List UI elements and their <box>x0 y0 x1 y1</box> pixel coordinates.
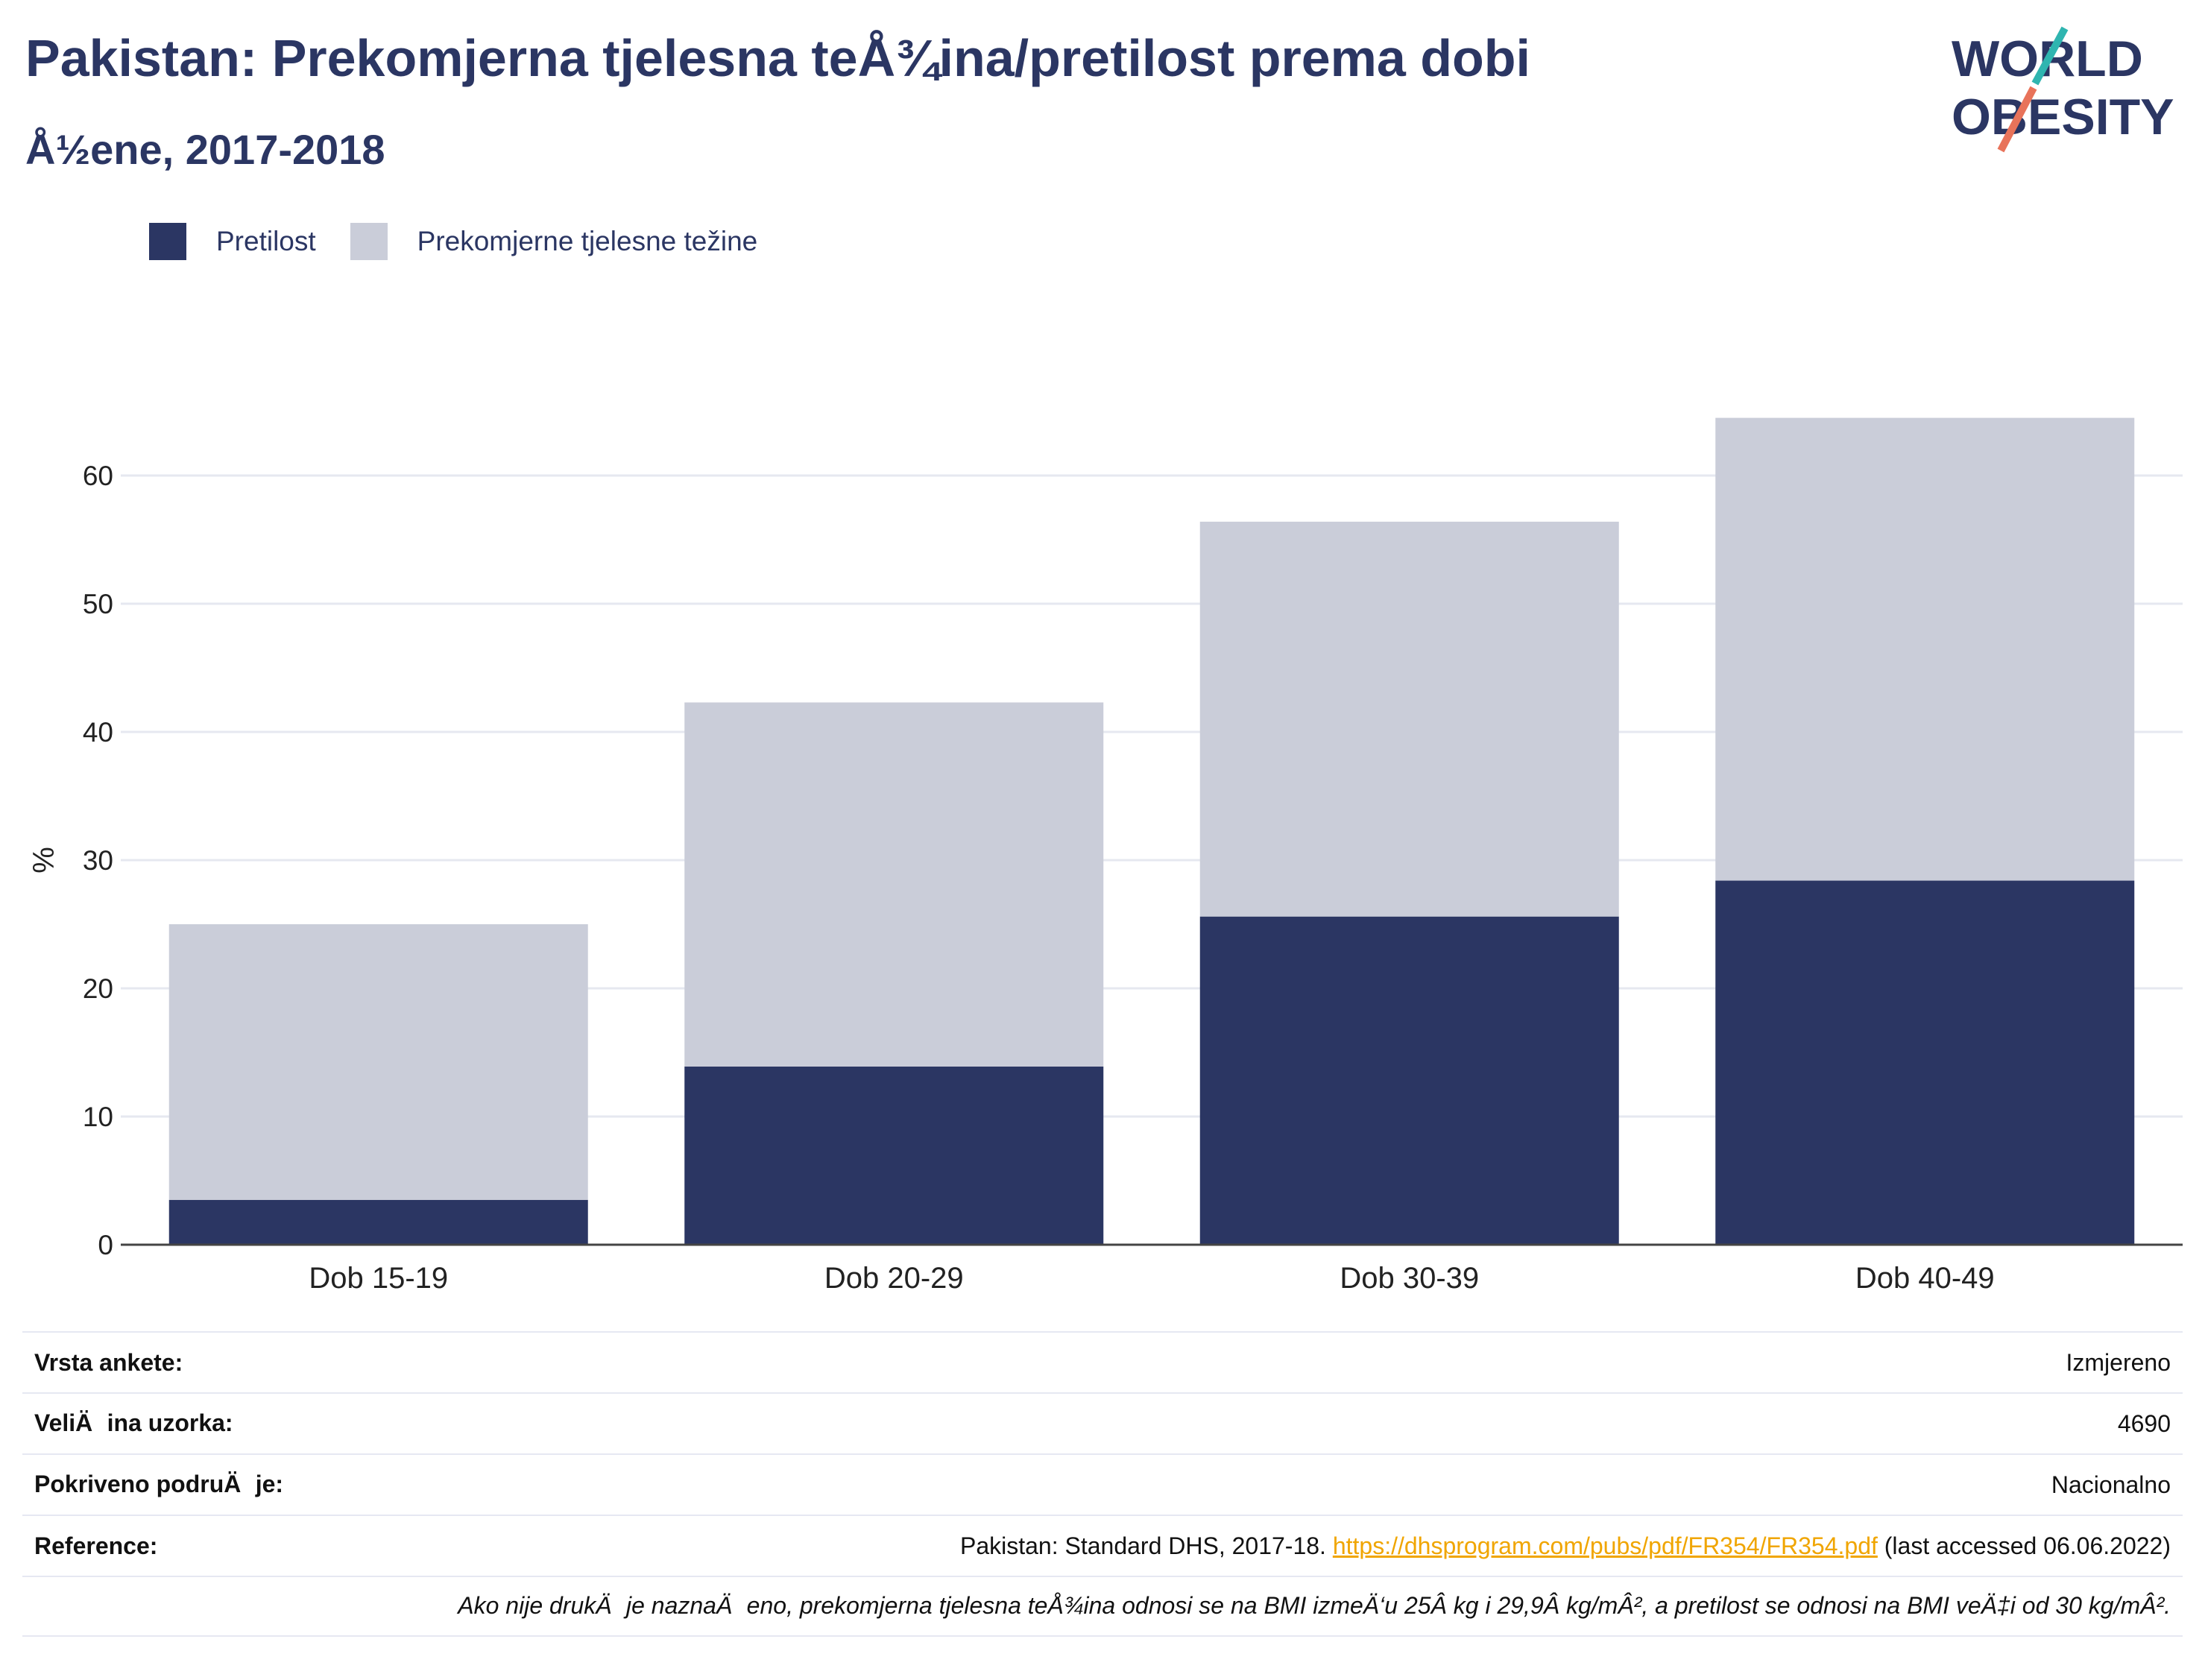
info-row-survey-type: Vrsta ankete: Izmjereno <box>22 1331 2183 1392</box>
x-tick-label: Dob 40-49 <box>1855 1262 1995 1295</box>
legend-item-overweight[interactable]: Prekomjerne tjelesne težine <box>350 223 758 260</box>
x-tick-label: Dob 15-19 <box>309 1262 448 1295</box>
info-row-coverage: Pokriveno podruÄje: Nacionalno <box>22 1453 2183 1515</box>
logo-slash-coral <box>1997 86 2037 153</box>
y-axis-title: % <box>28 847 60 874</box>
info-row-sample-size: VeliÄina uzorka: 4690 <box>22 1392 2183 1453</box>
reference-value: Pakistan: Standard DHS, 2017-18. https:/… <box>960 1532 2171 1560</box>
info-row-reference: Reference: Pakistan: Standard DHS, 2017-… <box>22 1515 2183 1576</box>
logo-text-obesity: OBESITY <box>1952 89 2174 145</box>
reference-prefix: Pakistan: Standard DHS, 2017-18. <box>959 1532 1333 1559</box>
stacked-bar-chart: 0 10 20 30 40 50 60% Dob 15-19 Dob 20-29 Dob 30-3… <box>28 417 2183 1295</box>
bar-overweight <box>168 924 588 1200</box>
info-value: Nacionalno <box>2051 1471 2171 1498</box>
chart-subtitle: Å½ene, 2017-2018 <box>25 126 385 173</box>
bar-overweight <box>684 702 1104 1067</box>
y-tick-label: 0 <box>98 1230 113 1260</box>
bar-obese <box>1715 880 2135 1245</box>
legend-swatch-obese <box>149 223 186 260</box>
world-obesity-logo: WORLD OBESITY <box>1952 26 2174 153</box>
definition-note: Ako nije drukÄje naznaÄeno, prekomjern… <box>22 1576 2183 1637</box>
info-value: Izmjereno <box>2066 1348 2171 1376</box>
y-tick-label: 20 <box>83 973 113 1004</box>
info-label: Vrsta ankete: <box>34 1348 183 1376</box>
y-tick-label: 60 <box>83 461 113 491</box>
legend-label-obese: Pretilost <box>216 226 316 256</box>
y-tick-label: 30 <box>83 845 113 876</box>
x-tick-label: Dob 20-29 <box>824 1262 964 1295</box>
legend-item-obese[interactable]: Pretilost <box>149 223 316 260</box>
bar-overweight <box>1715 417 2135 881</box>
reference-suffix: (last accessed 06.06.2022) <box>1877 1532 2171 1559</box>
info-label: Pokriveno podruÄje: <box>34 1471 284 1497</box>
legend-label-overweight: Prekomjerne tjelesne težine <box>417 226 758 256</box>
survey-info-table: Vrsta ankete: Izmjereno VeliÄina uzorka… <box>22 1331 2183 1637</box>
info-label: Reference: <box>34 1532 158 1559</box>
info-label: VeliÄina uzorka: <box>34 1409 233 1436</box>
y-tick-label: 40 <box>83 717 113 748</box>
logo-slash-teal <box>2031 26 2069 86</box>
y-tick-label: 10 <box>83 1102 113 1132</box>
legend: Pretilost Prekomjerne tjelesne težine <box>149 221 792 262</box>
x-tick-label: Dob 30-39 <box>1340 1262 1479 1295</box>
bar-overweight <box>1199 521 1619 917</box>
bar-obese <box>684 1066 1104 1245</box>
y-tick-label: 50 <box>83 589 113 619</box>
info-value: 4690 <box>2117 1409 2171 1437</box>
chart-title: Pakistan: Prekomjerna tjelesna teÅ¾ina/p… <box>25 29 1530 87</box>
bar-obese <box>1199 916 1619 1245</box>
legend-swatch-overweight <box>350 223 388 260</box>
bar-obese <box>168 1199 588 1245</box>
reference-link[interactable]: https://dhsprogram.com/pubs/pdf/FR354/FR… <box>1332 1532 1878 1559</box>
